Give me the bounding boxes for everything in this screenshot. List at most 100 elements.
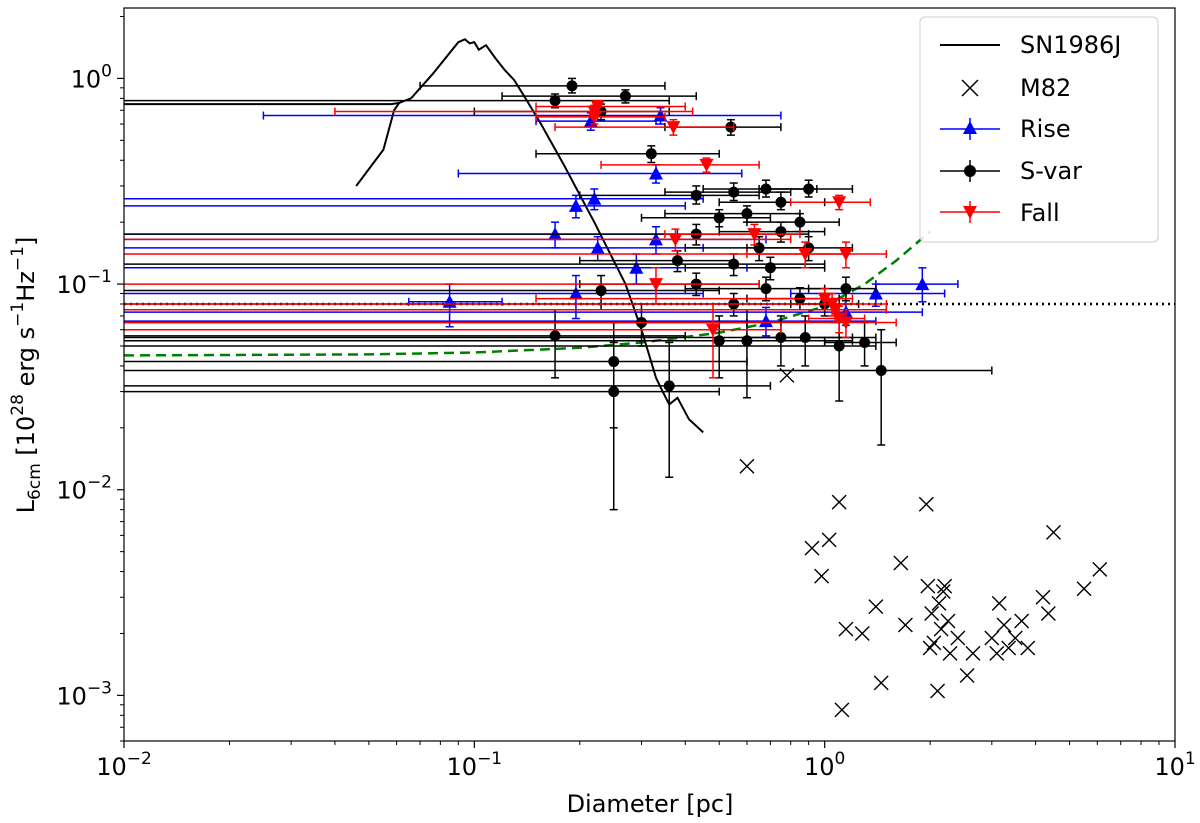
legend-frame	[919, 16, 1159, 243]
rise-point	[875, 267, 959, 303]
triangle-up-marker	[868, 286, 883, 300]
x-tick-base: 10	[447, 753, 478, 781]
s-var-point	[746, 212, 840, 233]
m82-point	[897, 617, 913, 633]
s-var-point	[124, 309, 687, 379]
sn1986j-line	[355, 102, 400, 187]
m82-point	[838, 621, 854, 637]
rise-point	[124, 194, 687, 219]
x-axis-label: Diameter [pc]	[567, 790, 734, 818]
x-tick-label: 10−1	[447, 749, 503, 781]
fall-point	[535, 109, 666, 125]
y-tick-label: 10−1	[56, 267, 112, 299]
s-var-point	[684, 276, 826, 302]
triangle-down-marker	[747, 228, 762, 242]
legend-label-rise: Rise	[1020, 115, 1071, 143]
y-label-exp1: 28	[8, 394, 28, 416]
fall-point	[664, 223, 801, 246]
fall-point	[124, 228, 792, 252]
y-tick-base: 10	[56, 271, 87, 299]
y-label-unit1: erg s	[12, 327, 40, 394]
m82-point	[924, 606, 940, 622]
fall-point	[600, 157, 760, 173]
legend-triangle-down-icon	[963, 206, 977, 219]
m82-point	[940, 613, 956, 629]
circle-marker	[645, 148, 657, 160]
fall-point	[807, 305, 866, 334]
legend-item-rise: Rise	[940, 115, 1071, 143]
m82-point	[831, 494, 847, 510]
triangle-up-marker	[758, 314, 773, 328]
sn1986j-line	[124, 38, 704, 434]
triangle-down-marker	[838, 316, 853, 330]
m82-point	[991, 595, 1007, 611]
circle-marker	[595, 285, 607, 297]
triangle-up-marker	[568, 198, 583, 212]
fall-point	[789, 194, 872, 211]
m82-point	[1076, 581, 1092, 597]
circle-marker	[619, 90, 631, 102]
s-var-point	[746, 315, 854, 367]
fall-point	[124, 303, 782, 379]
m82-point	[1035, 589, 1051, 605]
y-tick-exp: −1	[87, 267, 112, 287]
m82-point	[873, 675, 889, 691]
x-tick-exp: −2	[127, 749, 152, 769]
circle-marker	[549, 95, 561, 107]
s-var-point	[535, 145, 720, 164]
m82-point	[942, 645, 958, 661]
legend-x-marker-icon	[961, 79, 979, 97]
circle-marker	[840, 283, 852, 295]
legend-item-sn1986j: SN1986J	[940, 31, 1121, 59]
m82-point	[821, 532, 837, 548]
y-tick-exp: 0	[101, 61, 112, 81]
y-tick-label: 10−2	[56, 473, 112, 505]
legend-label-m82: M82	[1020, 74, 1071, 102]
legend-item-svar: S-var	[940, 157, 1082, 185]
y-tick-base: 10	[56, 477, 87, 505]
y-label-exp3: −1	[8, 246, 28, 271]
y-label-l: L	[12, 499, 40, 513]
m82-point	[1007, 630, 1023, 646]
circle-marker	[566, 80, 578, 92]
y-label-unit2: Hz	[12, 271, 40, 302]
legend-item-fall: Fall	[940, 199, 1060, 227]
s-var-point	[758, 179, 854, 198]
m82-point	[893, 555, 909, 571]
x-tick-exp: 0	[835, 749, 846, 769]
rise-point	[124, 306, 877, 337]
m82-point	[834, 702, 850, 718]
fall-point	[124, 241, 888, 269]
circle-marker	[663, 380, 675, 392]
plot-frame	[123, 7, 1176, 742]
circle-marker	[608, 386, 620, 398]
m82-point	[920, 578, 936, 594]
svg-text:L6cm [1028 erg s−1Hz−1]: L6cm [1028 erg s−1Hz−1]	[8, 237, 45, 514]
triangle-up-marker	[629, 260, 644, 274]
circle-marker	[875, 364, 887, 376]
triangle-up-marker	[648, 166, 663, 180]
m82-point	[989, 645, 1005, 661]
m82-point	[926, 635, 942, 651]
m82-point	[984, 630, 1000, 646]
circle-marker	[799, 331, 811, 343]
circle-marker	[859, 336, 871, 348]
m82-point	[1046, 524, 1062, 540]
rise-point	[124, 274, 704, 320]
m82-point	[933, 621, 949, 637]
triangle-down-marker	[666, 121, 681, 135]
y-tick-exp: −3	[87, 678, 112, 698]
circle-marker	[833, 340, 845, 352]
triangle-down-marker	[817, 292, 832, 306]
circle-marker	[549, 330, 561, 342]
s-var-point	[640, 208, 772, 228]
y-tick-base: 10	[71, 65, 102, 93]
x-tick-base: 10	[1154, 753, 1185, 781]
legend-circle-icon	[964, 165, 976, 177]
y-label-close: ]	[12, 237, 40, 246]
y-label-open: [10	[12, 416, 40, 464]
m82-point	[814, 568, 830, 584]
legend-label-fall: Fall	[1020, 199, 1060, 227]
x-tick-base: 10	[96, 753, 127, 781]
